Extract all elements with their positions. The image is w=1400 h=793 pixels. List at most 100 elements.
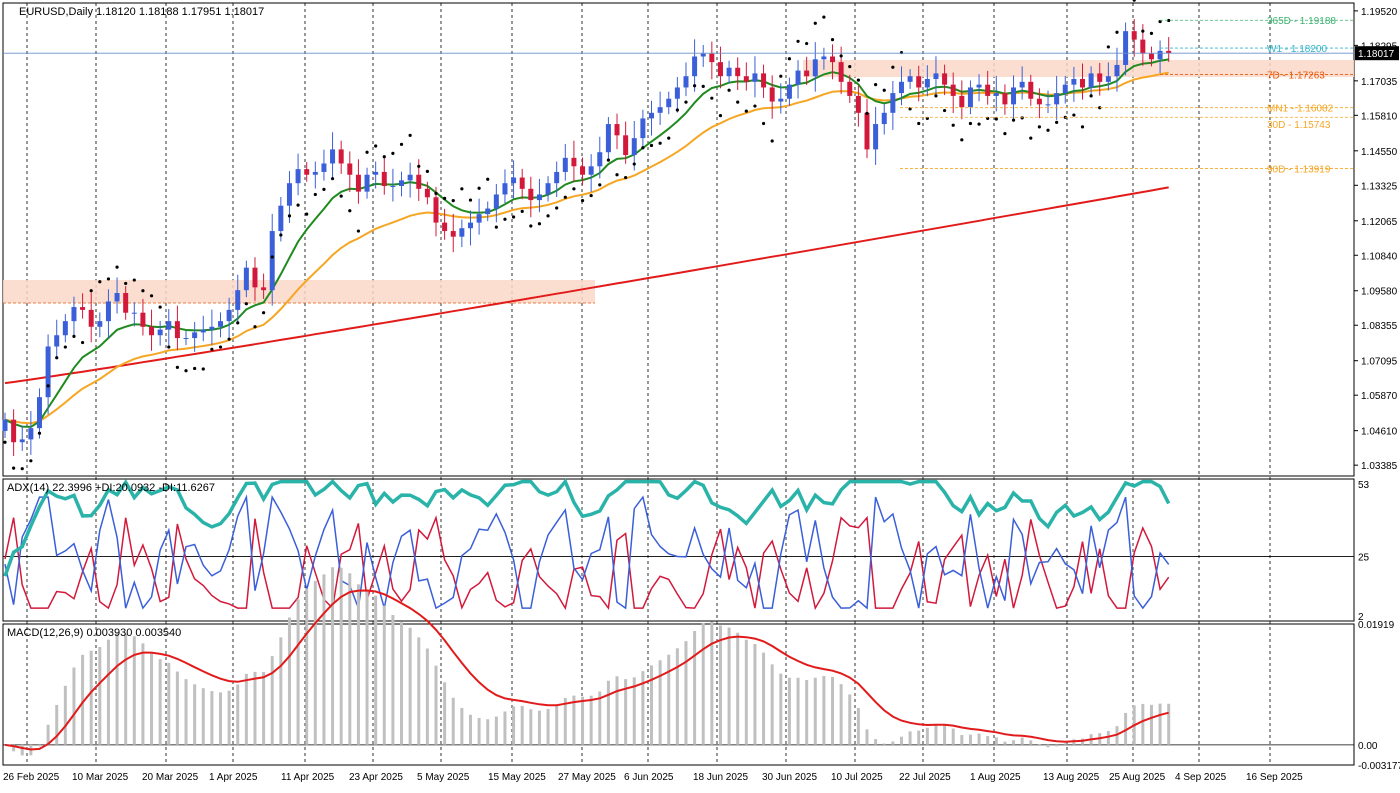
candle-up [114,292,120,302]
candle-up [881,112,887,125]
candle-down [11,419,17,443]
candle-down [174,321,180,339]
candle-down [416,174,422,189]
candle-down [442,222,448,232]
sar-dot [98,280,102,284]
sar-dot [167,345,171,349]
plus-di-line [4,494,1170,610]
candle-up [588,166,594,175]
sar-dot [511,215,516,219]
price-tick-label: 1.12065 [1361,217,1398,228]
sar-dot [503,217,507,221]
sar-dot [529,224,533,228]
sar-dot [494,225,498,229]
date-tick-label: 26 Feb 2025 [3,772,60,783]
sar-dot [89,289,93,293]
candle-up [45,346,51,398]
candle-up [1071,79,1077,85]
sar-dot [193,366,197,371]
sar-dot [55,356,59,360]
candle-down [149,326,155,336]
sar-dot [115,265,119,269]
price-tick-label: 1.08355 [1361,321,1398,332]
sar-dot [1037,125,1041,129]
candle-up [476,214,482,223]
candle-up [890,93,896,113]
candle-down [959,95,965,108]
sar-dot [330,177,335,181]
sar-dot [1003,132,1007,136]
candle-up [821,56,827,60]
candle-up [493,194,499,209]
candle-up [554,171,560,184]
sar-dot [12,466,16,470]
sar-dot [899,50,904,55]
sar-dot [606,158,611,162]
sar-dot [546,214,550,218]
candle-up [786,84,792,99]
sar-dot [287,214,292,218]
macd-tick-label: 0.01919 [1358,620,1395,631]
sar-dot [641,146,645,150]
candle-down [1131,31,1137,40]
candle-up [62,321,68,336]
sar-dot [796,39,800,43]
sar-dot [1106,45,1110,49]
sar-dot [399,142,404,146]
candle-up [993,93,999,96]
level-label: 90D - 1.13919 [1267,165,1331,176]
candle-up [873,124,879,150]
candle-up [364,174,370,192]
candle-up [683,76,689,88]
sar-dot [313,192,317,197]
sar-dot [348,209,352,213]
candle-down [743,76,749,82]
sar-dot [580,199,585,203]
price-tick-label: 1.17035 [1361,77,1398,88]
sar-dot [994,117,998,121]
candle-down [140,312,146,327]
sar-dot [555,206,559,210]
candle-up [166,321,172,330]
sar-dot [856,78,860,82]
candle-down [80,307,86,310]
candle-down [88,309,94,327]
ma-fast-line [4,58,1169,428]
sar-dot [1072,113,1076,117]
candle-up [1123,31,1129,65]
candle-up [967,87,973,108]
candle-up [157,329,163,336]
candle-down [450,231,456,237]
candle-down [1002,93,1008,105]
macd-tick-label: 0.00 [1358,741,1378,752]
candle-down [735,67,741,77]
candle-down [717,62,723,77]
sar-dot [675,108,679,112]
candle-up [726,67,732,77]
sar-dot [443,196,447,200]
candle-up [778,98,784,102]
sar-dot [761,121,766,126]
adx-line [3,478,1171,577]
date-tick-label: 16 Sep 2025 [1246,772,1303,783]
sar-dot [805,41,809,46]
candle-up [597,152,603,167]
sar-dot [244,302,248,306]
sar-dot [391,151,395,155]
candle-up [269,231,275,291]
date-tick-label: 27 May 2025 [558,772,616,783]
date-tick-label: 4 Sep 2025 [1175,772,1227,783]
candle-up [321,163,327,172]
candle-up [631,138,637,156]
sar-dot [615,173,619,177]
sar-dot [934,94,938,98]
candle-down [614,124,620,136]
candle-down [1097,73,1103,82]
sar-dot [744,109,748,113]
sar-dot [262,311,266,315]
candle-up [330,149,336,164]
price-tick-label: 1.19520 [1361,7,1398,18]
adx-header: ADX(14) 22.3996 +DI:20.0932 -DI:11.6267 [7,482,215,494]
